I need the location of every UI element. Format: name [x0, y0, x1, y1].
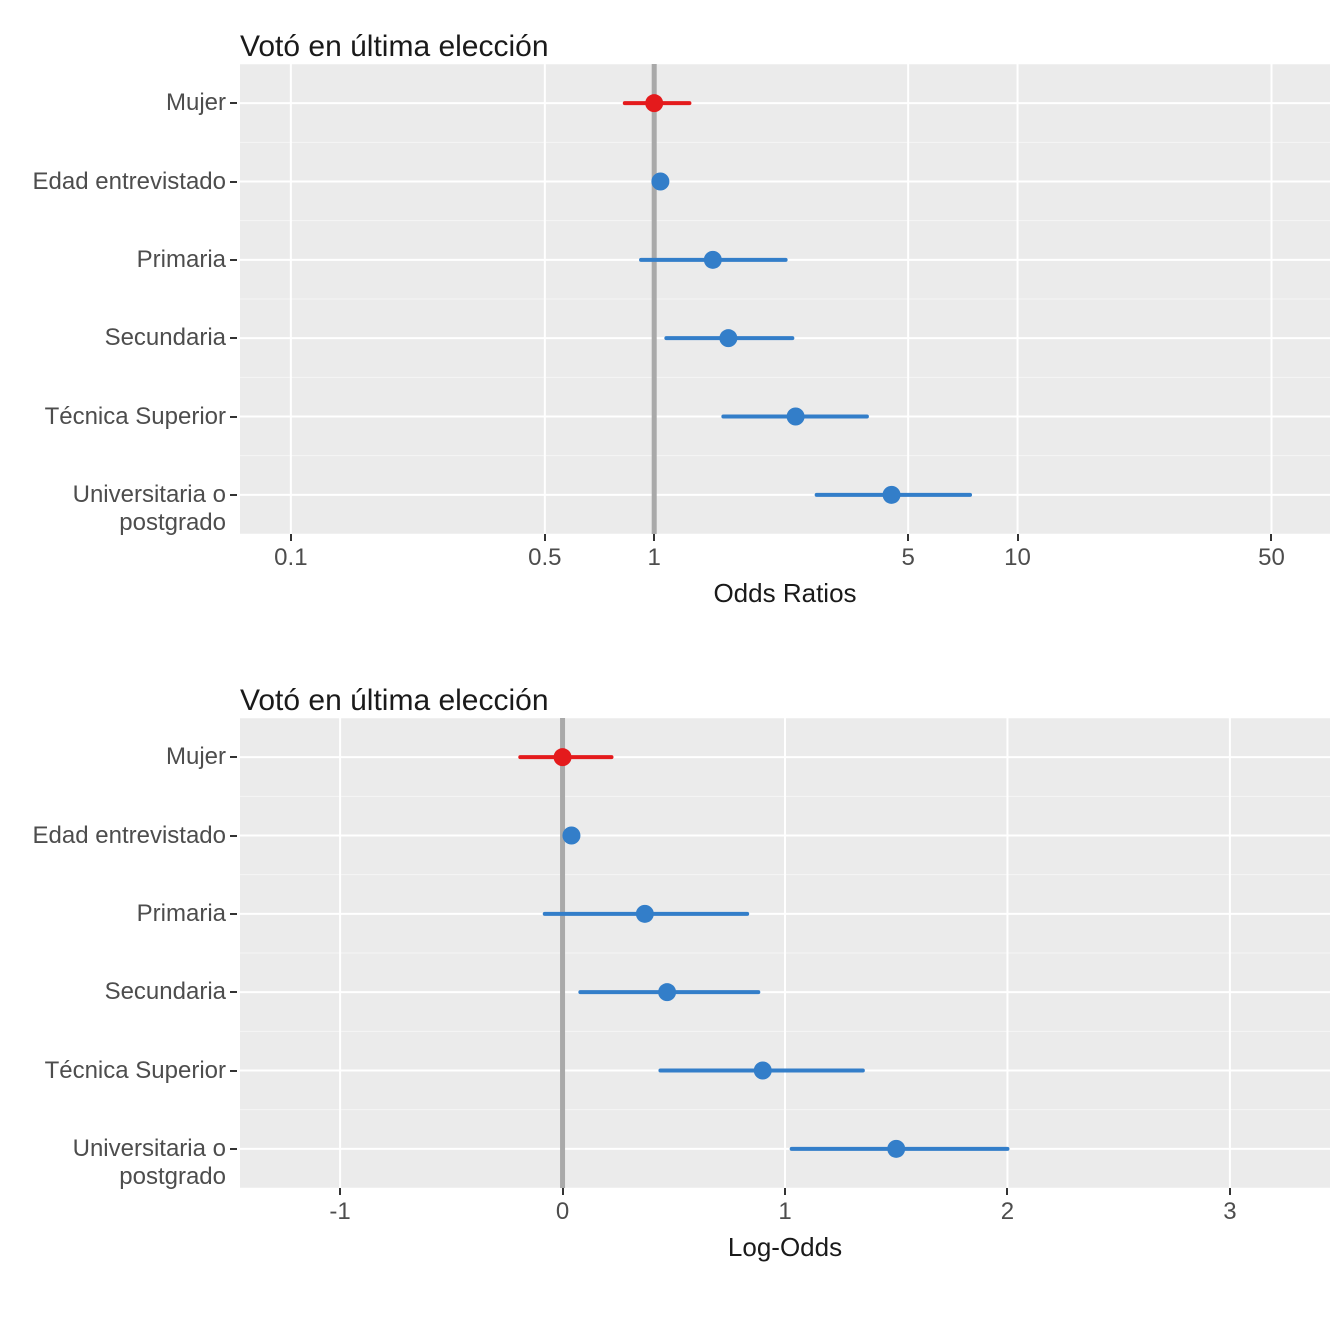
chart2-y-label: Técnica Superior: [45, 1057, 226, 1085]
chart2-chart: Votó en última elección Mujer Edad entrevi…: [0, 0, 1344, 1278]
point-estimate: [554, 748, 572, 766]
y-tick-mark: [230, 1148, 237, 1150]
x-tick-mark: [1229, 1188, 1231, 1195]
point-estimate: [562, 827, 580, 845]
chart2-y-label: Primaria: [137, 900, 226, 928]
chart2-x-tick-label: 2: [1001, 1198, 1014, 1226]
chart2-y-label: Mujer: [166, 743, 226, 771]
point-estimate: [887, 1140, 905, 1158]
point-estimate: [658, 983, 676, 1001]
x-tick-mark: [339, 1188, 341, 1195]
chart2-plot-area: [240, 718, 1330, 1188]
chart2-x-tick-label: 1: [778, 1198, 791, 1226]
y-tick-mark: [230, 835, 237, 837]
y-tick-mark: [230, 1070, 237, 1072]
chart2-x-tick-label: 0: [556, 1198, 569, 1226]
x-tick-mark: [562, 1188, 564, 1195]
x-tick-mark: [1006, 1188, 1008, 1195]
point-estimate: [636, 905, 654, 923]
chart2-y-label: Secundaria: [105, 978, 226, 1006]
x-tick-mark: [784, 1188, 786, 1195]
y-tick-mark: [230, 913, 237, 915]
chart2-x-tick-label: -1: [329, 1198, 350, 1226]
chart2-y-label: Universitaria o postgrado: [0, 1135, 226, 1191]
point-estimate: [754, 1062, 772, 1080]
chart2-x-axis-title: Log-Odds: [728, 1232, 842, 1263]
y-tick-mark: [230, 991, 237, 993]
figure-container: Votó en última elección Mujer Edad entrevi…: [0, 0, 1344, 1344]
chart2-title: Votó en última elección: [240, 684, 549, 718]
y-tick-mark: [230, 756, 237, 758]
chart2-x-tick-label: 3: [1223, 1198, 1236, 1226]
chart2-y-label: Edad entrevistado: [33, 822, 226, 850]
